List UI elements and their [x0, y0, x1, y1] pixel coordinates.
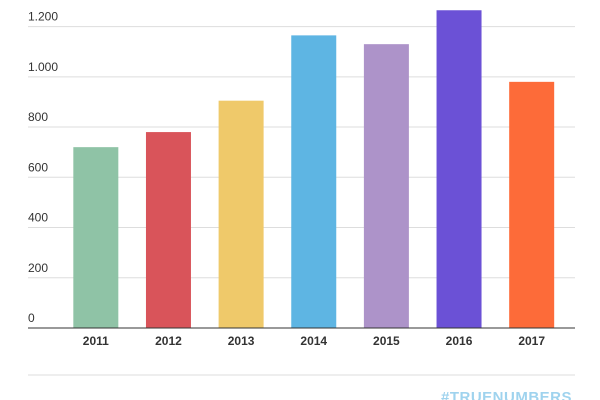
- bar: [363, 44, 409, 329]
- bar: [436, 10, 482, 328]
- x-tick-label: 2011: [83, 334, 109, 348]
- x-tick-label: 2015: [373, 334, 400, 348]
- footer: #TRUENUMBERS: [441, 389, 572, 400]
- bar: [218, 100, 264, 329]
- bar: [145, 132, 191, 328]
- y-tick-label: 800: [28, 110, 48, 124]
- y-tick-label: 400: [28, 211, 48, 225]
- x-tick-label: 2017: [518, 334, 545, 348]
- bar: [73, 147, 119, 328]
- y-tick-label: 600: [28, 160, 48, 174]
- bar: [509, 81, 555, 328]
- x-tick-label: 2014: [300, 334, 327, 348]
- y-tick-label: 0: [28, 311, 35, 325]
- bar: [291, 35, 337, 328]
- y-tick-label: 1.000: [28, 60, 58, 74]
- y-tick-label: 200: [28, 261, 48, 275]
- x-tick-label: 2013: [228, 334, 255, 348]
- x-tick-label: 2012: [155, 334, 182, 348]
- y-tick-label: 1.200: [28, 10, 58, 24]
- x-tick-label: 2016: [446, 334, 473, 348]
